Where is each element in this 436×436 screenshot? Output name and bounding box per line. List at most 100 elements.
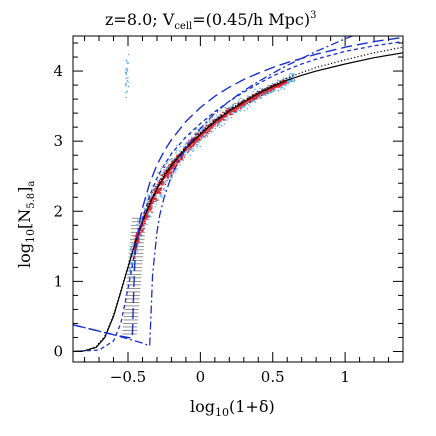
scatter-point-red bbox=[143, 213, 145, 215]
scatter-point-red bbox=[156, 199, 158, 201]
scatter-point-blue bbox=[254, 101, 257, 103]
curve-shortdash-blue bbox=[73, 40, 403, 353]
scatter-point-red bbox=[208, 130, 210, 132]
scatter-point-blue bbox=[268, 92, 270, 94]
scatter-point-blue bbox=[139, 238, 141, 240]
scatter-point-blue bbox=[166, 168, 168, 170]
scatter-point-red bbox=[133, 248, 136, 250]
scatter-point-red bbox=[143, 220, 146, 222]
scatter-point-blue bbox=[152, 211, 154, 214]
scatter-point-red bbox=[167, 169, 169, 171]
scatter-point-blue bbox=[290, 76, 293, 79]
scatter-point-blue bbox=[240, 97, 242, 99]
scatter-point-red bbox=[190, 145, 192, 148]
y-tick-label: 0 bbox=[53, 342, 63, 360]
scatter-point-red bbox=[181, 155, 183, 157]
scatter-point-red bbox=[191, 140, 193, 142]
scatter-point-red bbox=[143, 218, 146, 220]
scatter-point-blue bbox=[223, 123, 226, 125]
scatter-point-red bbox=[163, 173, 165, 175]
scatter-point-blue bbox=[205, 133, 208, 135]
scatter-point-blue bbox=[176, 168, 178, 170]
scatter-point-blue bbox=[156, 203, 158, 205]
scatter-point-red bbox=[154, 197, 156, 199]
scatter-point-blue bbox=[261, 88, 264, 90]
scatter-point-blue bbox=[206, 129, 208, 132]
scatter-point-blue bbox=[216, 125, 219, 127]
scatter-point-red bbox=[256, 96, 258, 98]
scatter-point-red bbox=[167, 171, 169, 173]
scatter-point-blue bbox=[211, 120, 213, 122]
scatter-point-blue bbox=[232, 105, 234, 108]
scatter-point-red bbox=[160, 174, 162, 177]
scatter-point-blue bbox=[273, 90, 275, 92]
scatter-point-red bbox=[184, 150, 186, 152]
scatter-point-red bbox=[141, 229, 144, 231]
scatter-point-red bbox=[204, 130, 207, 132]
scatter-point-blue bbox=[127, 77, 129, 79]
scatter-point-blue bbox=[288, 81, 290, 83]
scatter-point-blue bbox=[201, 129, 203, 132]
scatter-point-red bbox=[152, 200, 154, 203]
scatter-point-blue bbox=[147, 218, 149, 221]
scatter-point-blue bbox=[185, 142, 187, 144]
scatter-point-blue bbox=[161, 194, 163, 196]
curve-dashdot-blue bbox=[73, 36, 355, 347]
scatter-point-blue bbox=[289, 73, 292, 75]
scatter-point-red bbox=[134, 235, 136, 237]
scatter-point-red bbox=[212, 119, 214, 121]
scatter-point-blue bbox=[133, 267, 135, 270]
scatter-point-red bbox=[257, 95, 260, 97]
scatter-point-red bbox=[212, 124, 214, 126]
scatter-point-red bbox=[258, 94, 260, 97]
scatter-point-blue bbox=[207, 125, 209, 128]
scatter-point-red bbox=[267, 89, 269, 91]
scatter-point-red bbox=[179, 158, 182, 160]
scatter-point-red bbox=[169, 163, 172, 166]
scatter-point-blue bbox=[289, 80, 291, 82]
scatter-point-blue bbox=[279, 86, 281, 89]
scatter-point-blue bbox=[204, 136, 206, 139]
scatter-point-blue bbox=[163, 169, 165, 171]
scatter-point-red bbox=[233, 110, 235, 112]
scatter-point-red bbox=[221, 118, 223, 120]
scatter-point-blue bbox=[198, 141, 200, 144]
scatter-point-blue bbox=[136, 220, 138, 223]
scatter-point-blue bbox=[274, 87, 276, 89]
scatter-point-blue bbox=[211, 119, 213, 121]
scatter-point-blue bbox=[171, 173, 174, 175]
scatter-point-red bbox=[224, 119, 226, 121]
scatter-point-red bbox=[173, 163, 175, 165]
scatter-point-red bbox=[166, 179, 168, 182]
scatter-point-blue bbox=[231, 105, 234, 107]
scatter-point-red bbox=[139, 234, 141, 236]
scatter-point-red bbox=[168, 172, 170, 174]
scatter-point-red bbox=[177, 154, 180, 157]
scatter-point-blue bbox=[164, 189, 166, 191]
scatter-point-blue bbox=[201, 127, 204, 130]
scatter-point-blue bbox=[147, 214, 150, 216]
scatter-point-red bbox=[174, 157, 176, 159]
scatter-point-blue bbox=[216, 111, 219, 113]
scatter-point-blue bbox=[188, 150, 190, 152]
scatter-point-red bbox=[181, 156, 184, 158]
scatter-point-red bbox=[199, 135, 202, 137]
scatter-point-red bbox=[169, 171, 171, 174]
scatter-point-blue bbox=[270, 91, 272, 93]
scatter-point-red bbox=[228, 113, 230, 115]
scatter-point-red bbox=[171, 166, 174, 169]
scatter-point-red bbox=[176, 163, 178, 165]
scatter-point-red bbox=[244, 104, 246, 106]
scatter-point-red bbox=[172, 160, 174, 162]
scatter-point-blue bbox=[170, 179, 172, 181]
scatter-point-red bbox=[154, 198, 156, 200]
scatter-point-red bbox=[149, 205, 151, 208]
scatter-point-red bbox=[179, 155, 181, 157]
scatter-point-blue bbox=[161, 173, 164, 175]
scatter-point-red bbox=[152, 191, 154, 194]
scatter-point-blue bbox=[156, 184, 158, 186]
scatter-point-red bbox=[161, 174, 164, 176]
scatter-point-red bbox=[200, 138, 203, 140]
scatter-point-red bbox=[237, 108, 239, 110]
scatter-point-blue bbox=[125, 71, 127, 73]
